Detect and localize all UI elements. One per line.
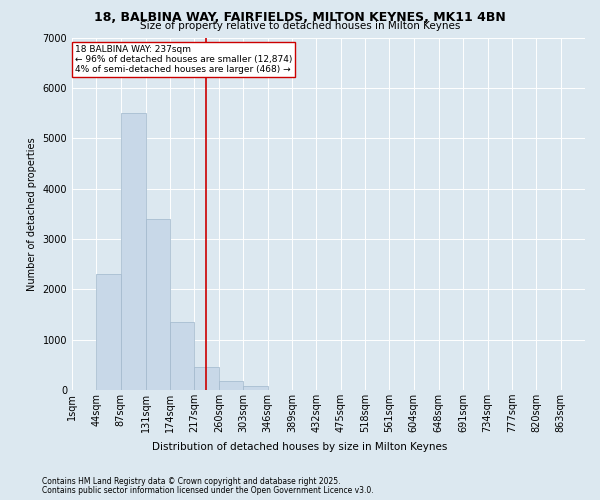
Bar	[146, 219, 170, 390]
Text: 18, BALBINA WAY, FAIRFIELDS, MILTON KEYNES, MK11 4BN: 18, BALBINA WAY, FAIRFIELDS, MILTON KEYN…	[94, 11, 506, 24]
Bar	[121, 113, 146, 390]
Bar	[194, 368, 219, 390]
Bar	[170, 322, 194, 390]
Bar	[97, 274, 121, 390]
Text: Contains public sector information licensed under the Open Government Licence v3: Contains public sector information licen…	[42, 486, 374, 495]
Bar	[219, 381, 243, 390]
Text: Distribution of detached houses by size in Milton Keynes: Distribution of detached houses by size …	[152, 442, 448, 452]
Bar	[243, 386, 268, 390]
Y-axis label: Number of detached properties: Number of detached properties	[27, 137, 37, 290]
Text: Size of property relative to detached houses in Milton Keynes: Size of property relative to detached ho…	[140, 21, 460, 31]
Text: Contains HM Land Registry data © Crown copyright and database right 2025.: Contains HM Land Registry data © Crown c…	[42, 478, 341, 486]
Text: 18 BALBINA WAY: 237sqm
← 96% of detached houses are smaller (12,874)
4% of semi-: 18 BALBINA WAY: 237sqm ← 96% of detached…	[74, 44, 292, 74]
